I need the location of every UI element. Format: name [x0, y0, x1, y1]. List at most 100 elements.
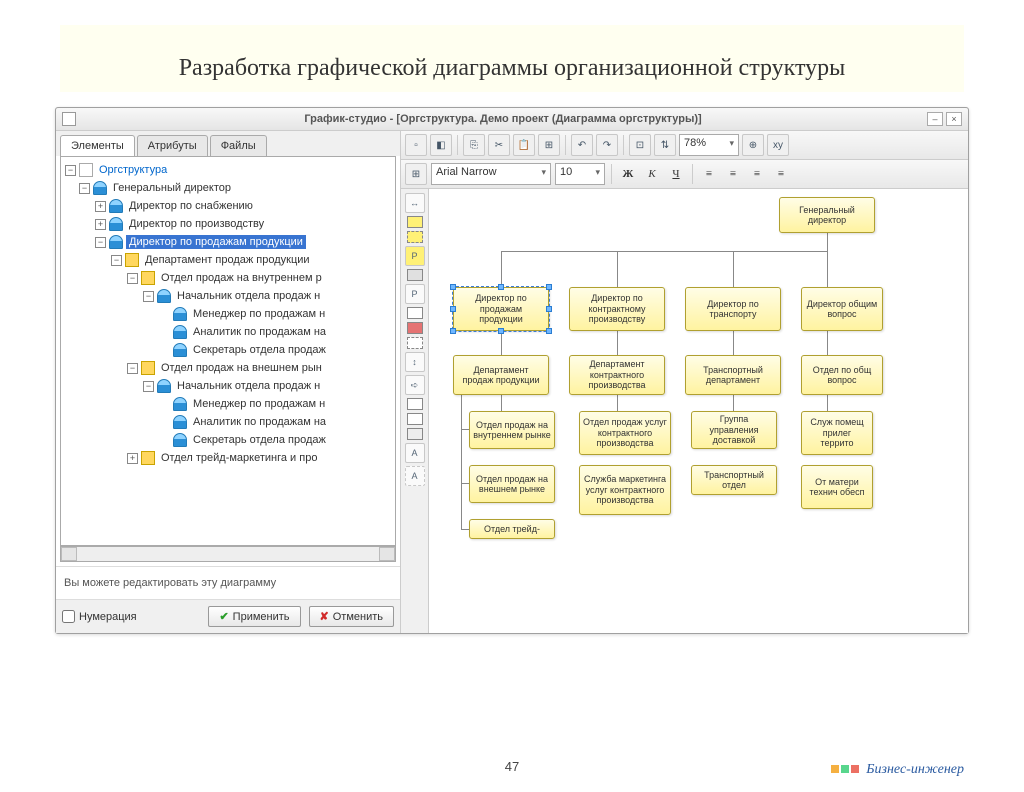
tool-btn[interactable]: ◧ — [430, 134, 452, 156]
tree-toggle[interactable]: + — [127, 453, 138, 464]
org-node[interactable]: Транспортный департамент — [685, 355, 781, 395]
tree-item[interactable]: Департамент продаж продукции — [142, 253, 313, 267]
scroll-track[interactable] — [77, 547, 379, 561]
tree-item[interactable]: Начальник отдела продаж н — [174, 379, 323, 393]
org-node[interactable]: Директор по транспорту — [685, 287, 781, 331]
tree-toggle[interactable]: − — [65, 165, 76, 176]
text-tool[interactable]: A — [405, 443, 425, 463]
minimize-button[interactable]: – — [927, 112, 943, 126]
tool-btn[interactable]: ⇅ — [654, 134, 676, 156]
resize-handle[interactable] — [498, 284, 504, 290]
bold-button[interactable]: Ж — [618, 164, 638, 184]
swatch-red[interactable] — [407, 322, 423, 334]
tab-files[interactable]: Файлы — [210, 135, 267, 156]
tree-toggle[interactable]: − — [95, 237, 106, 248]
swatch-yellow[interactable] — [407, 216, 423, 228]
tree-root[interactable]: Оргструктура — [96, 163, 170, 177]
close-button[interactable]: × — [946, 112, 962, 126]
numbering-checkbox[interactable]: Нумерация — [62, 610, 137, 623]
tool-btn[interactable]: xy — [767, 134, 789, 156]
resize-handle[interactable] — [450, 284, 456, 290]
text-tool-dash[interactable]: A — [405, 466, 425, 486]
swatch-gray[interactable] — [407, 269, 423, 281]
tree-view[interactable]: − Оргструктура − Генеральный директор + … — [60, 156, 396, 546]
org-node[interactable]: Отдел продаж на внутреннем рынке — [469, 411, 555, 449]
tree-item[interactable]: Отдел трейд-маркетинга и про — [158, 451, 320, 465]
align-right-button[interactable]: ≡ — [747, 164, 767, 184]
undo-button[interactable]: ↶ — [571, 134, 593, 156]
tree-toggle[interactable]: − — [143, 381, 154, 392]
org-node[interactable]: Служба маркетинга услуг контрактного про… — [579, 465, 671, 515]
align-justify-button[interactable]: ≡ — [771, 164, 791, 184]
tree-toggle[interactable]: + — [95, 201, 106, 212]
swatch-p[interactable]: P — [405, 246, 425, 266]
paste-button[interactable]: 📋 — [513, 134, 535, 156]
org-node[interactable]: Отдел продаж услуг контрактного производ… — [579, 411, 671, 455]
org-node[interactable]: Генеральный директор — [779, 197, 875, 233]
org-node[interactable]: Департамент контрактного производства — [569, 355, 665, 395]
arrow-tool[interactable]: ➪ — [405, 375, 425, 395]
org-node[interactable]: Служ помещ прилег террито — [801, 411, 873, 455]
diagram-canvas[interactable]: Генеральный директор Директор по продажам… — [429, 189, 968, 633]
underline-button[interactable]: Ч — [666, 164, 686, 184]
tool-btn[interactable]: ⊡ — [629, 134, 651, 156]
italic-button[interactable]: К — [642, 164, 662, 184]
tool-btn[interactable]: ⊞ — [538, 134, 560, 156]
org-node[interactable]: Директор по контрактному производству — [569, 287, 665, 331]
org-node[interactable]: Группа управления доставкой — [691, 411, 777, 449]
tree-toggle[interactable]: − — [127, 273, 138, 284]
tree-item[interactable]: Отдел продаж на внешнем рын — [158, 361, 325, 375]
scroll-left[interactable] — [61, 547, 77, 561]
tree-toggle[interactable]: − — [143, 291, 154, 302]
org-node[interactable]: Отдел по общ вопрос — [801, 355, 883, 395]
tree-hscroll[interactable] — [60, 546, 396, 562]
tree-item[interactable]: Генеральный директор — [110, 181, 234, 195]
tab-elements[interactable]: Элементы — [60, 135, 135, 156]
swatch[interactable] — [407, 398, 423, 410]
swatch-dash[interactable] — [407, 337, 423, 349]
org-node[interactable]: Отдел трейд- — [469, 519, 555, 539]
org-node[interactable]: Департамент продаж продукции — [453, 355, 549, 395]
tree-item[interactable]: Менеджер по продажам н — [190, 397, 328, 411]
swatch-p2[interactable]: P — [405, 284, 425, 304]
tool-btn[interactable]: ▫ — [405, 134, 427, 156]
scroll-right[interactable] — [379, 547, 395, 561]
tool-btn[interactable]: ⊞ — [405, 163, 427, 185]
org-node[interactable]: Директор общим вопрос — [801, 287, 883, 331]
tree-item[interactable]: Менеджер по продажам н — [190, 307, 328, 321]
redo-button[interactable]: ↷ — [596, 134, 618, 156]
tree-toggle[interactable]: − — [111, 255, 122, 266]
org-node[interactable]: От матери технич обесп — [801, 465, 873, 509]
connector-tool[interactable]: ↕ — [405, 352, 425, 372]
org-node[interactable]: Отдел продаж на внешнем рынке — [469, 465, 555, 503]
zoom-fit-button[interactable]: ⊕ — [742, 134, 764, 156]
tree-toggle[interactable]: − — [79, 183, 90, 194]
tree-toggle[interactable]: + — [95, 219, 106, 230]
cut-button[interactable]: ✂ — [488, 134, 510, 156]
tree-item[interactable]: Директор по снабжению — [126, 199, 256, 213]
tree-item[interactable]: Начальник отдела продаж н — [174, 289, 323, 303]
resize-handle[interactable] — [546, 306, 552, 312]
font-combo[interactable]: Arial Narrow — [431, 163, 551, 185]
align-left-button[interactable]: ≡ — [699, 164, 719, 184]
swatch[interactable] — [407, 413, 423, 425]
numbering-input[interactable] — [62, 610, 75, 623]
tree-item[interactable]: Отдел продаж на внутреннем р — [158, 271, 325, 285]
tree-item-selected[interactable]: Директор по продажам продукции — [126, 235, 306, 249]
zoom-combo[interactable]: 78% — [679, 134, 739, 156]
tab-attributes[interactable]: Атрибуты — [137, 135, 208, 156]
size-combo[interactable]: 10 — [555, 163, 605, 185]
swatch[interactable] — [407, 428, 423, 440]
swatch-yellow-dash[interactable] — [407, 231, 423, 243]
tree-item[interactable]: Директор по производству — [126, 217, 267, 231]
resize-handle[interactable] — [546, 328, 552, 334]
tree-toggle[interactable]: − — [127, 363, 138, 374]
resize-handle[interactable] — [450, 328, 456, 334]
resize-handle[interactable] — [450, 306, 456, 312]
org-node[interactable]: Директор по продажам продукции — [453, 287, 549, 331]
tree-item[interactable]: Секретарь отдела продаж — [190, 433, 329, 447]
pointer-tool[interactable]: ↔ — [405, 193, 425, 213]
align-center-button[interactable]: ≡ — [723, 164, 743, 184]
resize-handle[interactable] — [498, 328, 504, 334]
apply-button[interactable]: ✔ Применить — [208, 606, 300, 627]
